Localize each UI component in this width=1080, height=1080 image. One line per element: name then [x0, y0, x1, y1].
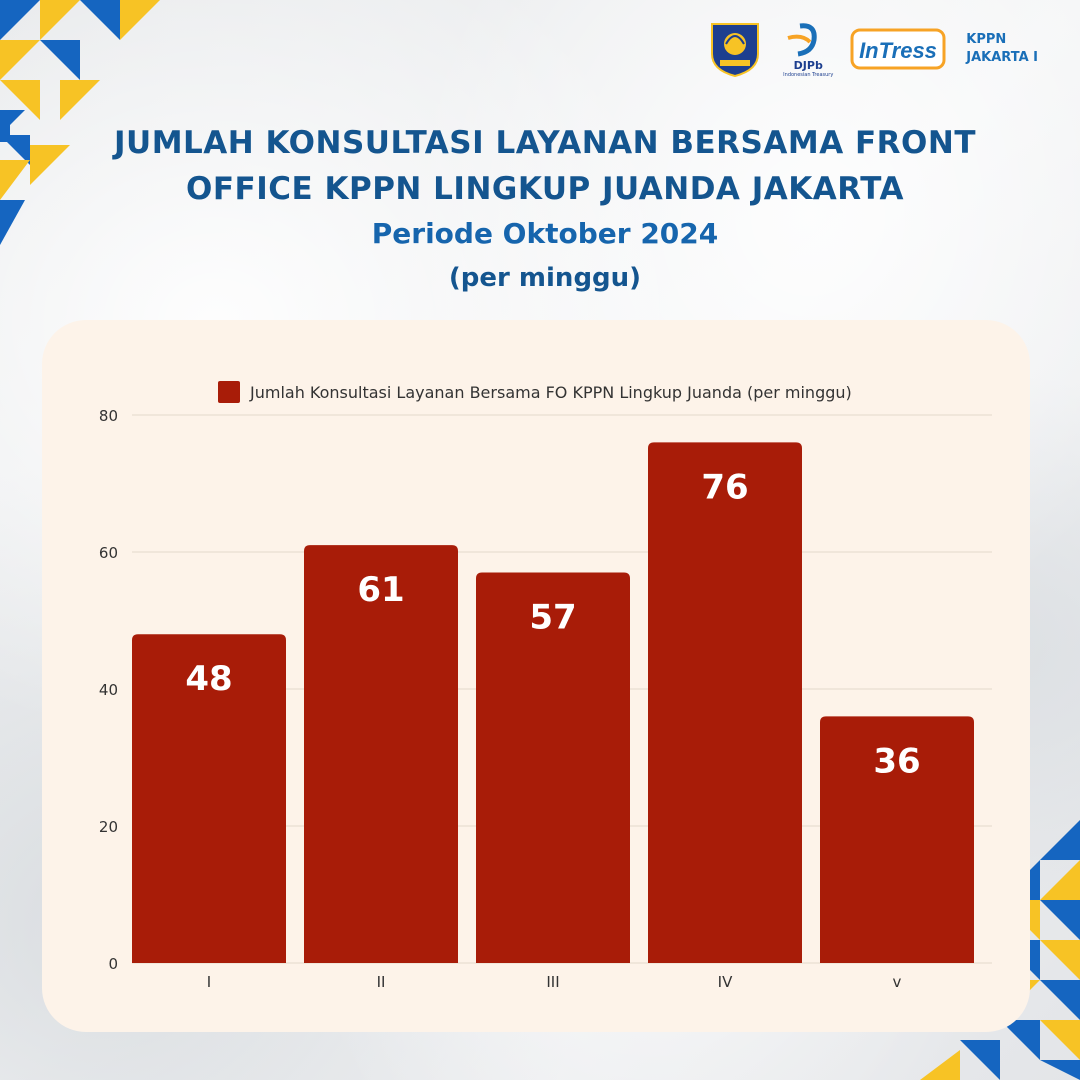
- x-tick-label: III: [546, 973, 559, 991]
- djpb-logo-subtext: Indonesian Treasury: [783, 71, 834, 78]
- data-label: 76: [701, 467, 748, 507]
- page-title-line1: JUMLAH KONSULTASI LAYANAN BERSAMA FRONT: [113, 125, 976, 161]
- x-tick-label: II: [377, 973, 386, 991]
- data-label: 48: [185, 659, 232, 699]
- decor-top-left: [0, 0, 160, 245]
- legend-swatch: [218, 381, 240, 403]
- bar: [132, 634, 286, 963]
- y-tick-label: 20: [99, 818, 118, 836]
- kppn-logo-text: KPPN JAKARTA I: [966, 31, 1038, 67]
- djpb-logo: DJPb Indonesian Treasury: [780, 20, 836, 79]
- x-tick-label: IV: [718, 973, 733, 991]
- page-title-line2: OFFICE KPPN LINGKUP JUANDA JAKARTA: [186, 171, 904, 207]
- kppn-line2: JAKARTA I: [966, 50, 1038, 65]
- kemenkeu-logo-icon: [711, 23, 760, 78]
- data-label: 57: [529, 598, 576, 638]
- djpb-logo-text: DJPb: [793, 58, 823, 72]
- x-tick-label: v: [893, 973, 902, 991]
- intress-logo-icon: InTress: [850, 28, 946, 70]
- djpb-logo-icon: [787, 22, 817, 56]
- kppn-line1: KPPN: [966, 32, 1007, 47]
- y-tick-label: 80: [99, 407, 118, 425]
- bar: [648, 442, 802, 963]
- data-label: 36: [873, 741, 920, 781]
- y-tick-label: 0: [108, 955, 118, 973]
- logo-bar: DJPb Indonesian Treasury InTress KPPN JA…: [704, 18, 1038, 80]
- bar: [820, 716, 974, 963]
- bar: [476, 572, 630, 963]
- intress-logo-text: InTress: [859, 38, 937, 63]
- data-label: 61: [357, 570, 404, 610]
- bar: [304, 545, 458, 963]
- y-tick-label: 60: [99, 544, 118, 562]
- chart-legend: Jumlah Konsultasi Layanan Bersama FO KPP…: [218, 380, 852, 404]
- legend-label: Jumlah Konsultasi Layanan Bersama FO KPP…: [250, 382, 852, 402]
- x-tick-label: I: [207, 973, 211, 991]
- page-subtitle-unit: (per minggu): [448, 263, 642, 293]
- y-tick-label: 40: [99, 681, 118, 699]
- page-subtitle-period: Periode Oktober 2024: [371, 217, 719, 250]
- title-block: JUMLAH KONSULTASI LAYANAN BERSAMA FRONT …: [0, 120, 1080, 300]
